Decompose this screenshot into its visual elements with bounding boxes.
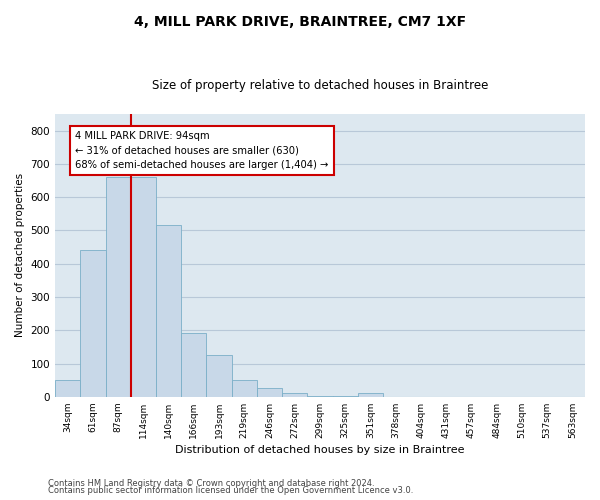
- Text: 4 MILL PARK DRIVE: 94sqm
← 31% of detached houses are smaller (630)
68% of semi-: 4 MILL PARK DRIVE: 94sqm ← 31% of detach…: [75, 130, 329, 170]
- Bar: [55, 380, 80, 397]
- Bar: [156, 226, 181, 397]
- Bar: [232, 380, 257, 397]
- Bar: [181, 332, 206, 397]
- Bar: [131, 177, 156, 397]
- Y-axis label: Number of detached properties: Number of detached properties: [15, 174, 25, 338]
- X-axis label: Distribution of detached houses by size in Braintree: Distribution of detached houses by size …: [175, 445, 465, 455]
- Text: 4, MILL PARK DRIVE, BRAINTREE, CM7 1XF: 4, MILL PARK DRIVE, BRAINTREE, CM7 1XF: [134, 15, 466, 29]
- Bar: [358, 394, 383, 397]
- Bar: [106, 177, 131, 397]
- Bar: [282, 394, 307, 397]
- Text: Contains public sector information licensed under the Open Government Licence v3: Contains public sector information licen…: [48, 486, 413, 495]
- Text: Contains HM Land Registry data © Crown copyright and database right 2024.: Contains HM Land Registry data © Crown c…: [48, 478, 374, 488]
- Title: Size of property relative to detached houses in Braintree: Size of property relative to detached ho…: [152, 79, 488, 92]
- Bar: [80, 250, 106, 397]
- Bar: [206, 355, 232, 397]
- Bar: [257, 388, 282, 397]
- Bar: [307, 396, 332, 397]
- Bar: [332, 396, 358, 397]
